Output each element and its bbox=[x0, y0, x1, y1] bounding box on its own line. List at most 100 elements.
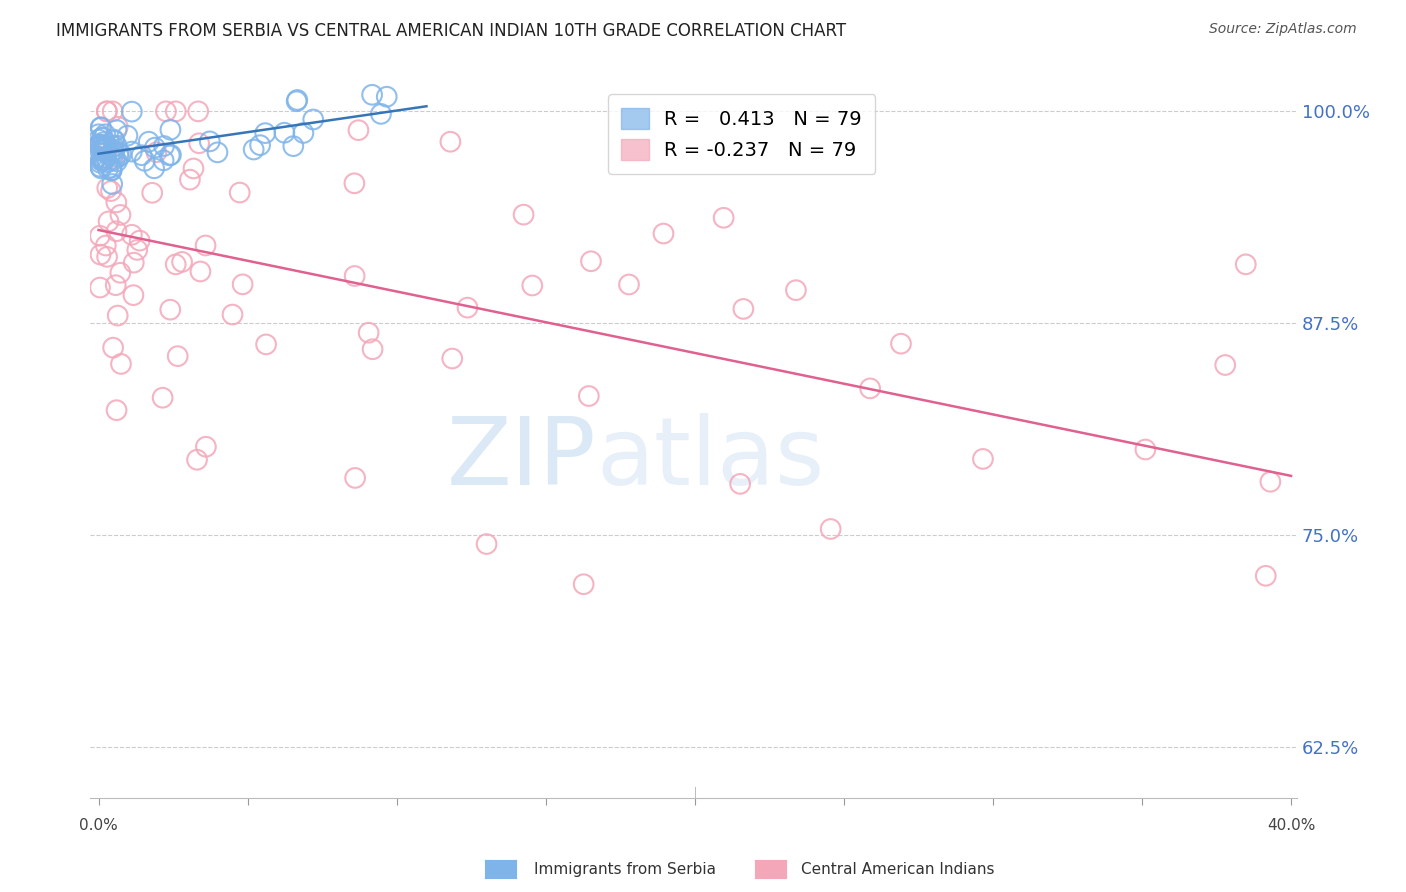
Point bbox=[103, 132, 125, 146]
Point bbox=[1260, 475, 1282, 489]
Point bbox=[94, 238, 117, 252]
Point bbox=[97, 155, 120, 169]
Point bbox=[375, 89, 398, 103]
Point bbox=[94, 139, 117, 153]
Point bbox=[97, 214, 120, 228]
Point bbox=[159, 122, 181, 136]
Point bbox=[475, 537, 498, 551]
Point bbox=[160, 148, 183, 162]
Point bbox=[357, 326, 380, 340]
Point bbox=[103, 139, 125, 153]
Point bbox=[93, 153, 115, 168]
Point bbox=[101, 104, 124, 119]
Point bbox=[578, 389, 600, 403]
Point bbox=[232, 277, 254, 292]
Point bbox=[221, 308, 243, 322]
Point bbox=[152, 391, 174, 405]
Point bbox=[100, 163, 122, 178]
Text: ZIP: ZIP bbox=[447, 413, 596, 506]
Point bbox=[89, 144, 111, 158]
Point bbox=[890, 336, 912, 351]
Point bbox=[90, 120, 112, 135]
Point bbox=[91, 153, 114, 168]
Text: IMMIGRANTS FROM SERBIA VS CENTRAL AMERICAN INDIAN 10TH GRADE CORRELATION CHART: IMMIGRANTS FROM SERBIA VS CENTRAL AMERIC… bbox=[56, 22, 846, 40]
Point bbox=[859, 381, 882, 395]
Point bbox=[188, 136, 211, 151]
Point bbox=[1135, 442, 1157, 457]
Point bbox=[96, 181, 118, 195]
Point bbox=[110, 147, 132, 161]
Point bbox=[152, 153, 174, 168]
Point bbox=[302, 112, 325, 127]
Point bbox=[87, 137, 110, 152]
Point bbox=[93, 143, 115, 157]
Point bbox=[91, 151, 114, 165]
Point bbox=[91, 143, 114, 157]
Point bbox=[90, 140, 112, 154]
Point bbox=[105, 403, 128, 417]
Point bbox=[128, 234, 150, 248]
Point bbox=[1254, 569, 1277, 583]
Point bbox=[292, 126, 315, 140]
Point bbox=[190, 264, 212, 278]
Point bbox=[728, 476, 751, 491]
Point bbox=[343, 268, 366, 283]
Point bbox=[579, 254, 602, 268]
Point bbox=[87, 128, 110, 142]
Point bbox=[110, 208, 132, 222]
Point bbox=[101, 341, 124, 355]
Point bbox=[512, 208, 534, 222]
Point bbox=[361, 87, 384, 102]
Point bbox=[107, 120, 129, 134]
Point bbox=[617, 277, 640, 292]
Point bbox=[89, 280, 111, 294]
Point bbox=[105, 154, 128, 169]
Point bbox=[143, 161, 166, 176]
Point bbox=[733, 301, 755, 316]
Point bbox=[143, 141, 166, 155]
Point bbox=[105, 224, 128, 238]
Point bbox=[441, 351, 464, 366]
Point bbox=[344, 471, 367, 485]
Point bbox=[91, 142, 114, 156]
Point bbox=[138, 135, 160, 149]
Point bbox=[145, 145, 167, 160]
Point bbox=[107, 145, 129, 160]
Point bbox=[131, 148, 153, 162]
Point bbox=[91, 131, 114, 145]
Point bbox=[159, 148, 181, 162]
Point bbox=[104, 278, 127, 293]
Point bbox=[89, 160, 111, 174]
Point bbox=[141, 186, 163, 200]
Point bbox=[522, 278, 544, 293]
Text: Central American Indians: Central American Indians bbox=[801, 863, 995, 877]
Point bbox=[187, 104, 209, 119]
Point bbox=[93, 153, 115, 167]
Point bbox=[100, 184, 122, 198]
Point bbox=[94, 151, 117, 165]
Point bbox=[456, 301, 478, 315]
Point bbox=[198, 135, 221, 149]
Point bbox=[91, 137, 114, 152]
Point bbox=[93, 135, 115, 149]
Point bbox=[194, 238, 217, 252]
Point bbox=[98, 148, 121, 162]
Point bbox=[117, 128, 139, 143]
Point bbox=[249, 138, 271, 153]
Point bbox=[87, 138, 110, 153]
Point bbox=[273, 126, 295, 140]
Point bbox=[652, 227, 675, 241]
Point bbox=[105, 195, 128, 210]
Point bbox=[105, 123, 128, 137]
Point bbox=[104, 153, 127, 167]
Point bbox=[122, 255, 145, 269]
Point bbox=[103, 144, 125, 158]
Point bbox=[121, 104, 143, 119]
Point bbox=[87, 132, 110, 146]
Text: Immigrants from Serbia: Immigrants from Serbia bbox=[534, 863, 716, 877]
Point bbox=[285, 93, 308, 107]
Point bbox=[134, 153, 156, 168]
Point bbox=[89, 247, 111, 261]
Point bbox=[127, 243, 149, 257]
Text: 40.0%: 40.0% bbox=[1267, 818, 1315, 833]
